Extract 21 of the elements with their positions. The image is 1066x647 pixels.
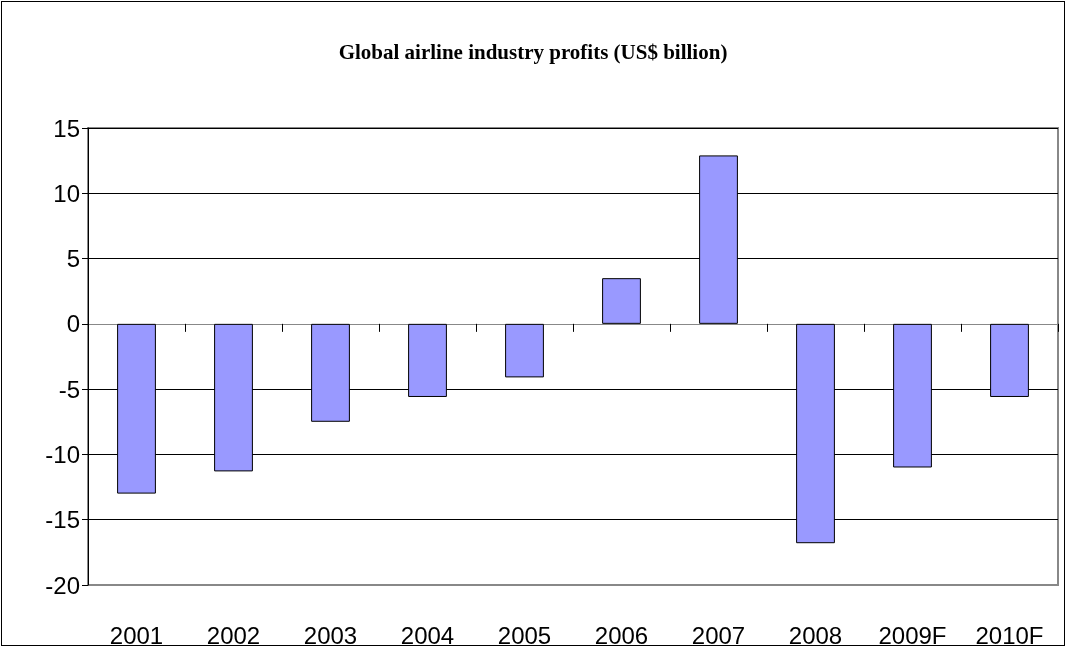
bar bbox=[602, 278, 641, 324]
y-tick-label: 5 bbox=[66, 245, 80, 273]
y-tick-label: -5 bbox=[58, 375, 80, 403]
y-tick-label: 15 bbox=[53, 114, 80, 142]
y-tick-label: 0 bbox=[66, 310, 80, 338]
x-tick-label: 2003 bbox=[303, 621, 358, 647]
x-tick-label: 2006 bbox=[594, 621, 649, 647]
y-tick-label: -10 bbox=[45, 440, 80, 468]
y-tick-label: 10 bbox=[53, 179, 80, 207]
x-tick-label: 2005 bbox=[497, 621, 552, 647]
x-tick-label: 2002 bbox=[206, 621, 261, 647]
bar bbox=[505, 323, 544, 378]
x-tick-label: 2001 bbox=[109, 621, 164, 647]
y-tick-label: -15 bbox=[45, 506, 80, 534]
chart-title: Global airline industry profits (US$ billion) bbox=[338, 39, 728, 64]
x-tick-label: 2007 bbox=[691, 621, 746, 647]
x-tick-label: 2010F bbox=[975, 621, 1044, 647]
y-tick-label: -20 bbox=[45, 571, 80, 599]
x-tick-label: 2009F bbox=[878, 621, 947, 647]
x-tick-label: 2004 bbox=[400, 621, 455, 647]
x-tick-label: 2008 bbox=[788, 621, 843, 647]
